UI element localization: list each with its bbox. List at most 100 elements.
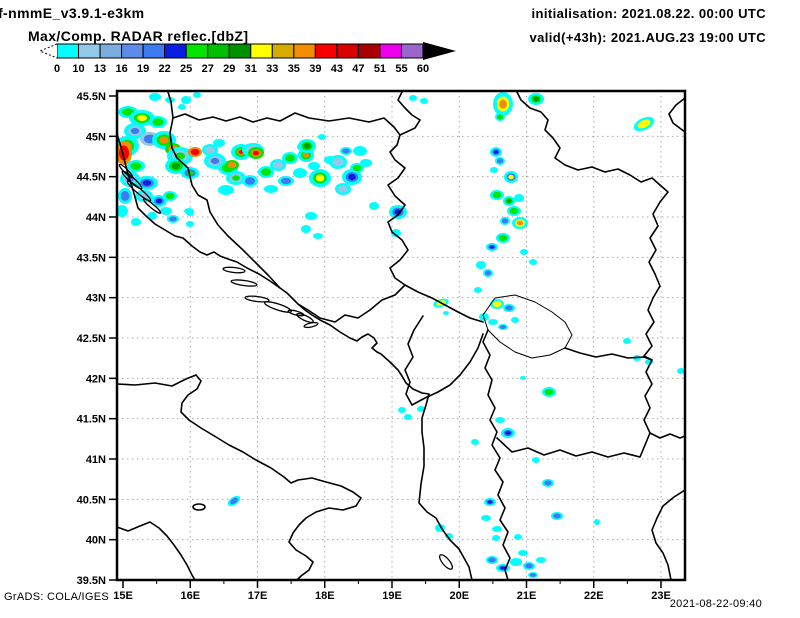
colorbar-tick-label: 33 [266, 63, 278, 75]
colorbar: 0 10 13 16 19 22 25 27 29 31 33 35 39 43 47 51 55 60 [38, 42, 456, 75]
border-serbia-romania [516, 91, 661, 186]
colorbar-tick-label: 60 [417, 63, 429, 75]
radar-echo [181, 96, 191, 104]
lat-tick-label: 45.5N [77, 91, 106, 103]
radar-echo [488, 557, 496, 563]
product-title: Max/Comp. RADAR reflec.[dbZ] [28, 28, 249, 44]
radar-echo [489, 245, 495, 249]
colorbar-segment [336, 43, 359, 59]
colorbar-segment [379, 43, 402, 59]
valid-time: valid(+43h): 2021.AUG.23 19:00 UTC [529, 30, 766, 45]
lon-tick-label: 23E [651, 590, 671, 602]
axes: 45.5N 45N 44.5N 44N 43.5N 43N 42.5N 42N 41.5N 41N… [77, 91, 671, 602]
colorbar-segment [250, 43, 273, 59]
lat-tick-label: 42N [86, 373, 106, 385]
lon-tick-label: 16E [180, 590, 200, 602]
colorbar-tick-label: 0 [54, 63, 60, 75]
radar-echo [264, 185, 278, 193]
radar-echo [490, 167, 498, 173]
lat-tick-label: 41N [86, 454, 106, 466]
radar-echo [218, 185, 234, 195]
colorbar-tick-label: 19 [137, 63, 149, 75]
radar-echo [230, 497, 238, 505]
radar-echo [338, 185, 348, 193]
radar-echo [342, 148, 350, 154]
radar-echo [261, 168, 271, 176]
coastline-adriatic-east [117, 133, 473, 580]
radar-echo [409, 95, 417, 101]
radar-echo [492, 526, 502, 532]
radar-echo [205, 146, 215, 154]
radar-echo [169, 216, 177, 222]
colorbar-segment [56, 43, 80, 59]
radar-echo [353, 146, 367, 156]
model-name: f-nmmE_v3.9.1-e3km [0, 5, 145, 21]
lat-tick-label: 40.5N [77, 494, 106, 506]
radar-echo [308, 162, 320, 170]
radar-echo [360, 159, 372, 167]
radar-echo [495, 417, 505, 423]
radar-echo [417, 406, 425, 412]
radar-echo [594, 519, 600, 525]
lon-tick-label: 15E [113, 590, 133, 602]
lat-tick-label: 42.5N [77, 333, 106, 345]
radar-echo [165, 192, 175, 200]
radar-echo [420, 98, 428, 104]
radar-echo [213, 139, 225, 147]
colorbar-segment [400, 43, 424, 59]
colorbar-tick-label: 27 [202, 63, 214, 75]
coastline-greece-ne [651, 489, 685, 580]
radar-echo [178, 104, 186, 110]
islands-dalmatia [118, 163, 454, 570]
radar-echo [160, 207, 172, 215]
radar-echo [536, 557, 546, 563]
lon-tick-label: 20E [449, 590, 469, 602]
radar-echo [210, 157, 220, 165]
border-kosovo [482, 294, 573, 359]
radar-echo [677, 368, 685, 374]
colorbar-segment [293, 43, 316, 59]
colorbar-segment [228, 43, 252, 59]
colorbar-tick-label: 16 [115, 63, 127, 75]
radar-echo [532, 96, 540, 102]
radar-echo [505, 305, 513, 311]
radar-echo [520, 249, 528, 255]
radar-echo [315, 174, 325, 182]
radar-echo [131, 218, 141, 226]
radar-echo [492, 300, 502, 308]
radar-echo [443, 311, 449, 315]
colorbar-tick-label: 55 [395, 63, 407, 75]
border-croatia-serbia [397, 91, 421, 136]
radar-echo [130, 127, 140, 135]
radar-echo [492, 191, 502, 199]
radar-echo [318, 134, 326, 140]
creation-timestamp: 2021-08-22-09:40 [669, 598, 762, 610]
radar-echo [544, 388, 554, 396]
river-danube-edge [668, 97, 685, 133]
radar-echo [186, 221, 194, 227]
colorbar-right-arrow [423, 42, 456, 60]
radar-echo [445, 533, 453, 539]
radar-echo [637, 119, 651, 129]
colorbar-segment [271, 43, 295, 59]
colorbar-segment [99, 43, 123, 59]
radar-echo [149, 93, 161, 101]
radar-echo [352, 164, 362, 172]
lat-tick-label: 43.5N [77, 252, 106, 264]
radar-echo [532, 457, 540, 463]
radar-echo [348, 173, 356, 181]
colorbar-tick-label: 25 [180, 63, 192, 75]
lat-tick-label: 44.5N [77, 172, 106, 184]
initialisation-time: initialisation: 2021.08.22. 00:00 UTC [531, 6, 766, 21]
radar-echo [544, 480, 552, 486]
radar-echo [499, 325, 507, 329]
border-bosnia-north [167, 91, 401, 136]
radar-echo [525, 563, 533, 569]
colorbar-segment [164, 43, 187, 59]
lon-tick-label: 17E [248, 590, 268, 602]
lat-tick-label: 45N [86, 131, 106, 143]
radar-echo [516, 220, 524, 226]
colorbar-tick-label: 35 [288, 63, 300, 75]
radar-echo [514, 534, 522, 540]
